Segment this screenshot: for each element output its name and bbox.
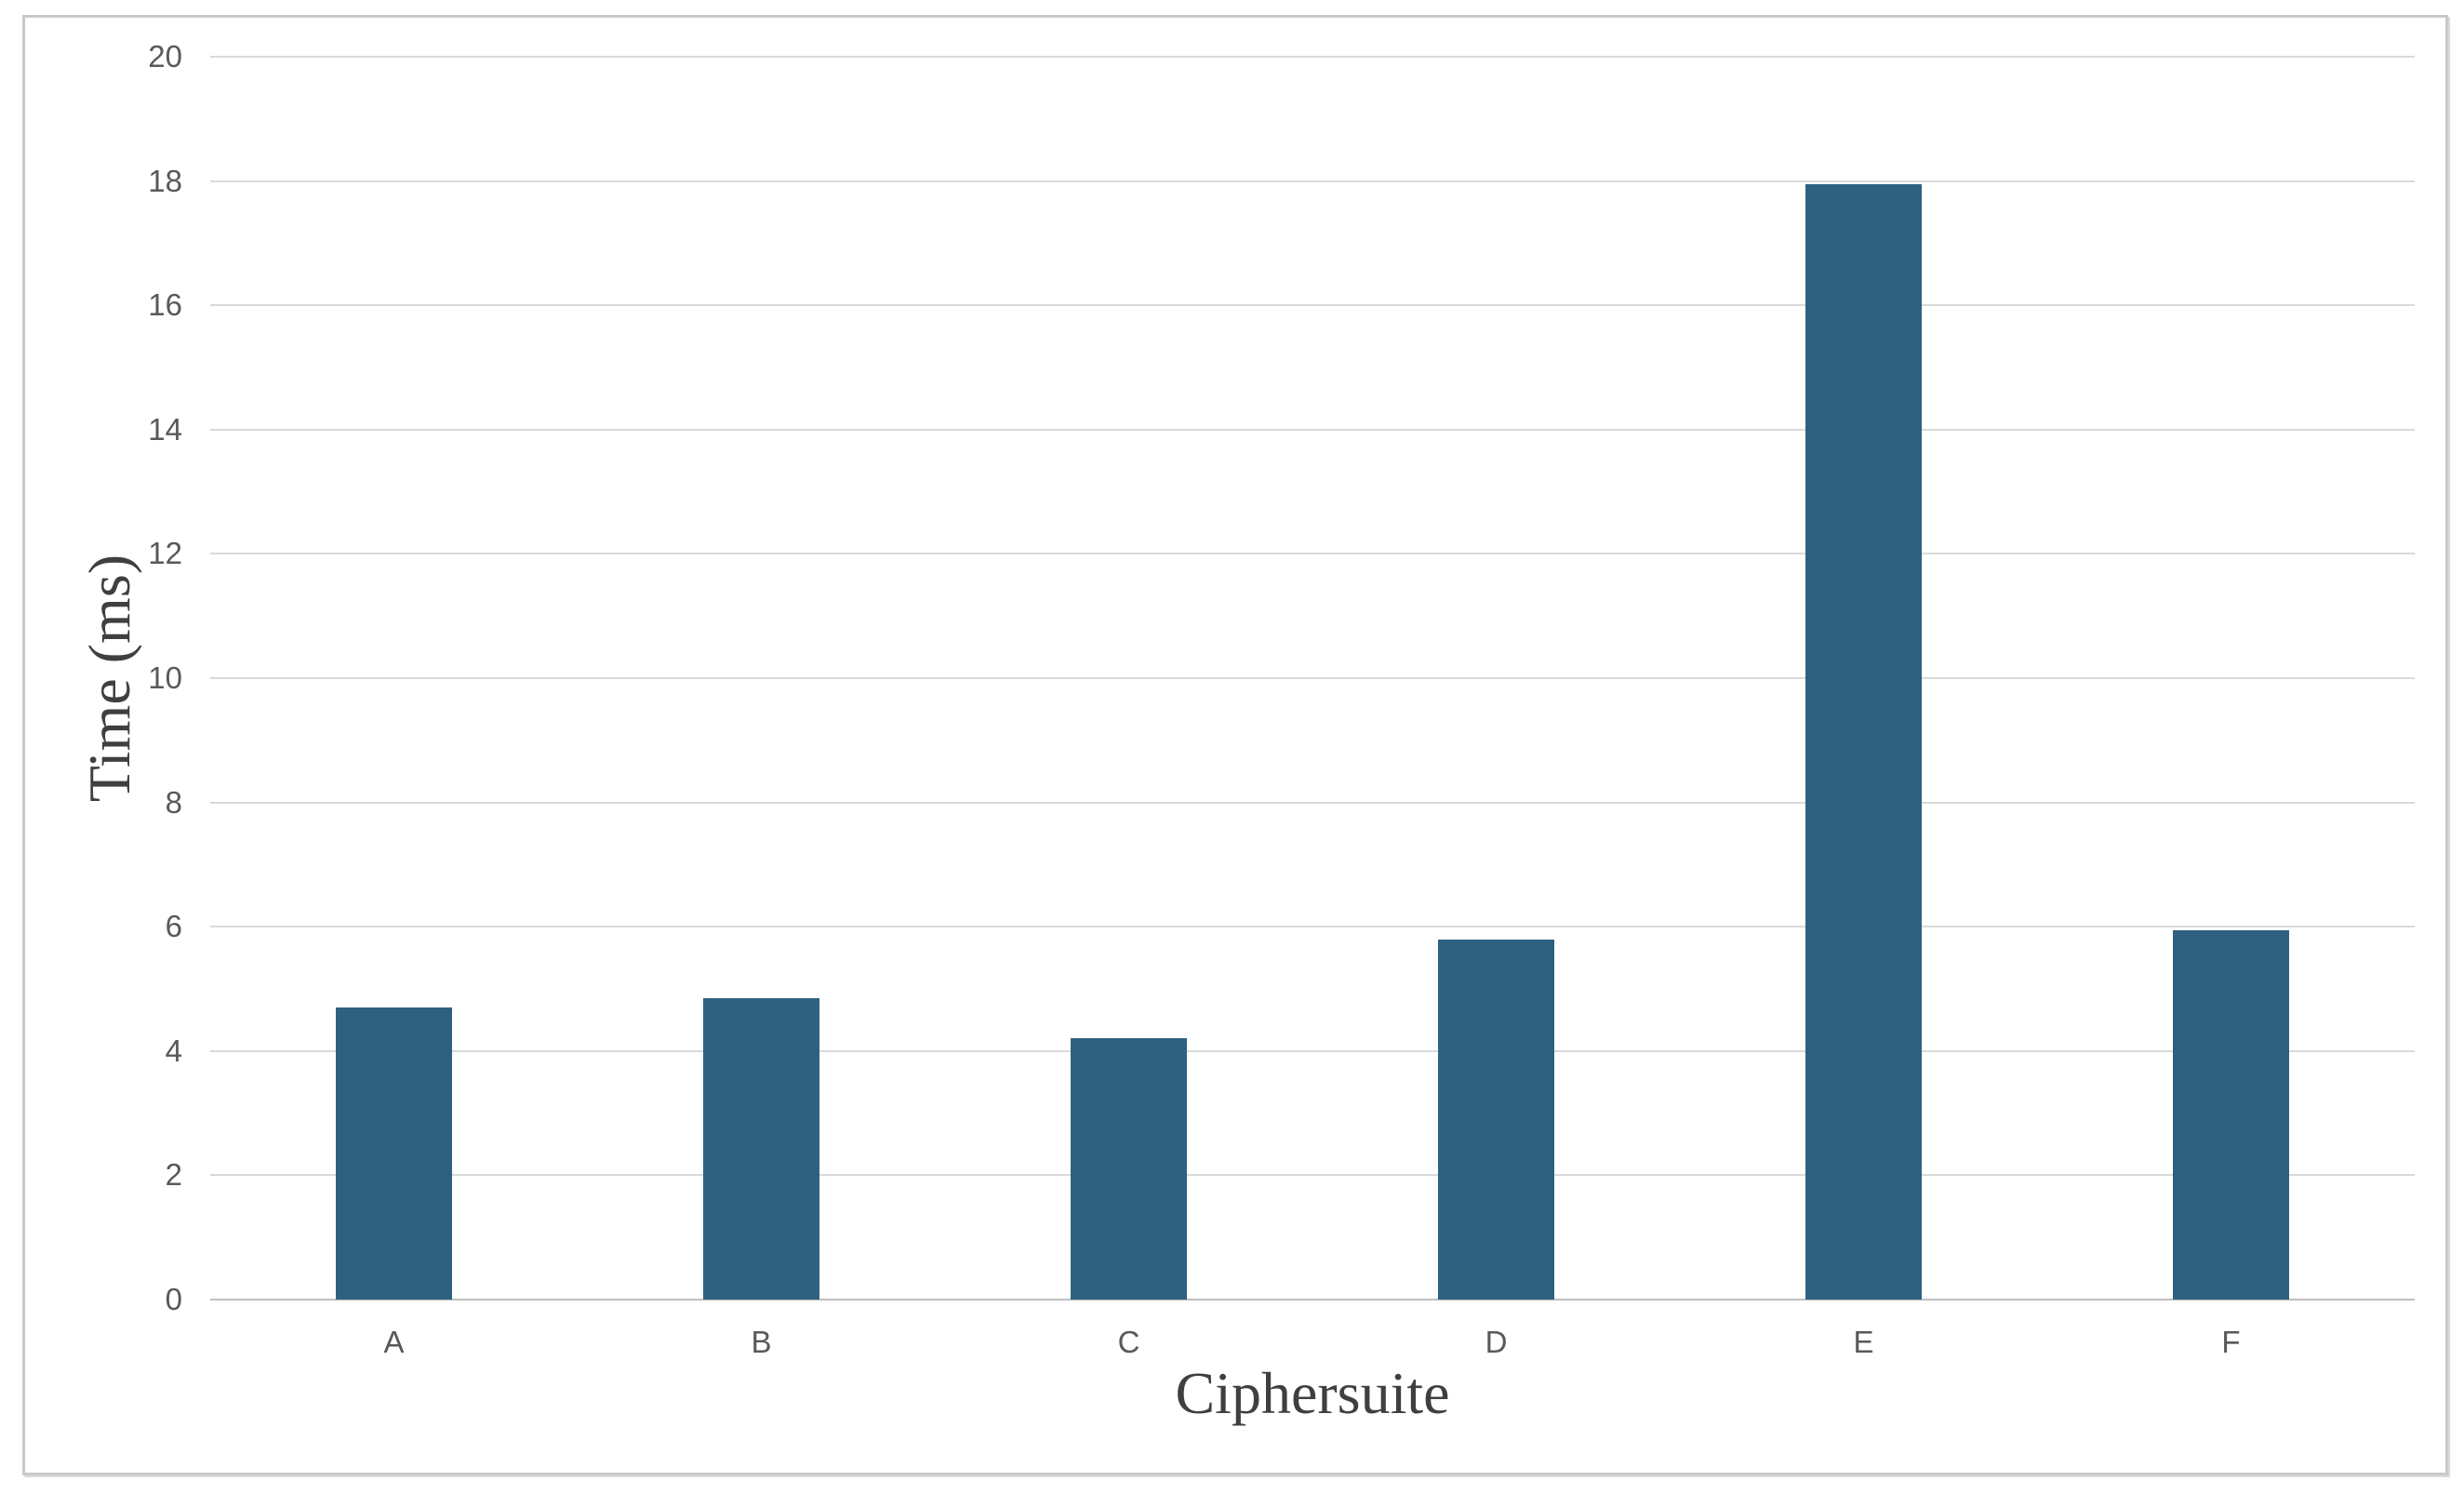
- gridline-y-6: [210, 926, 2415, 928]
- x-category-label-A: A: [383, 1325, 405, 1359]
- gridline-y-8: [210, 801, 2415, 804]
- y-tick-label-18: 18: [148, 163, 182, 198]
- x-category-label-E: E: [1853, 1325, 1874, 1359]
- y-tick-label-12: 12: [148, 536, 182, 571]
- y-tick-label-6: 6: [165, 909, 182, 944]
- bar-C: [1071, 1038, 1187, 1300]
- bar-D: [1438, 939, 1554, 1300]
- gridline-y-12: [210, 553, 2415, 555]
- y-tick-label-2: 2: [165, 1157, 182, 1193]
- y-tick-label-10: 10: [148, 660, 182, 695]
- gridline-y-18: [210, 180, 2415, 182]
- y-tick-label-14: 14: [148, 411, 182, 447]
- x-category-label-B: B: [751, 1325, 772, 1359]
- bar-E: [1805, 183, 1922, 1300]
- chart-frame: Time (ms) Ciphersuite 0 2 4 6 8 10 12 14 16 18 20 A…: [22, 15, 2448, 1475]
- bar-B: [703, 998, 819, 1300]
- y-tick-label-0: 0: [165, 1282, 182, 1316]
- x-category-label-F: F: [2221, 1325, 2241, 1359]
- gridline-y-10: [210, 677, 2415, 679]
- y-axis-title: Time (ms): [76, 554, 142, 803]
- x-category-label-C: C: [1117, 1325, 1140, 1359]
- y-tick-label-8: 8: [165, 784, 182, 820]
- y-tick-label-20: 20: [148, 39, 182, 73]
- gridline-y-16: [210, 304, 2415, 307]
- x-category-label-D: D: [1485, 1325, 1508, 1359]
- bar-A: [336, 1007, 452, 1300]
- y-tick-label-4: 4: [165, 1033, 182, 1068]
- gridline-y-20: [210, 56, 2415, 58]
- gridline-y-14: [210, 428, 2415, 431]
- x-axis-line: [210, 1299, 2415, 1301]
- gridline-y-2: [210, 1174, 2415, 1177]
- bar-F: [2173, 929, 2289, 1300]
- gridline-y-4: [210, 1049, 2415, 1052]
- x-axis-title: Ciphersuite: [1175, 1360, 1450, 1426]
- y-tick-label-16: 16: [148, 287, 182, 323]
